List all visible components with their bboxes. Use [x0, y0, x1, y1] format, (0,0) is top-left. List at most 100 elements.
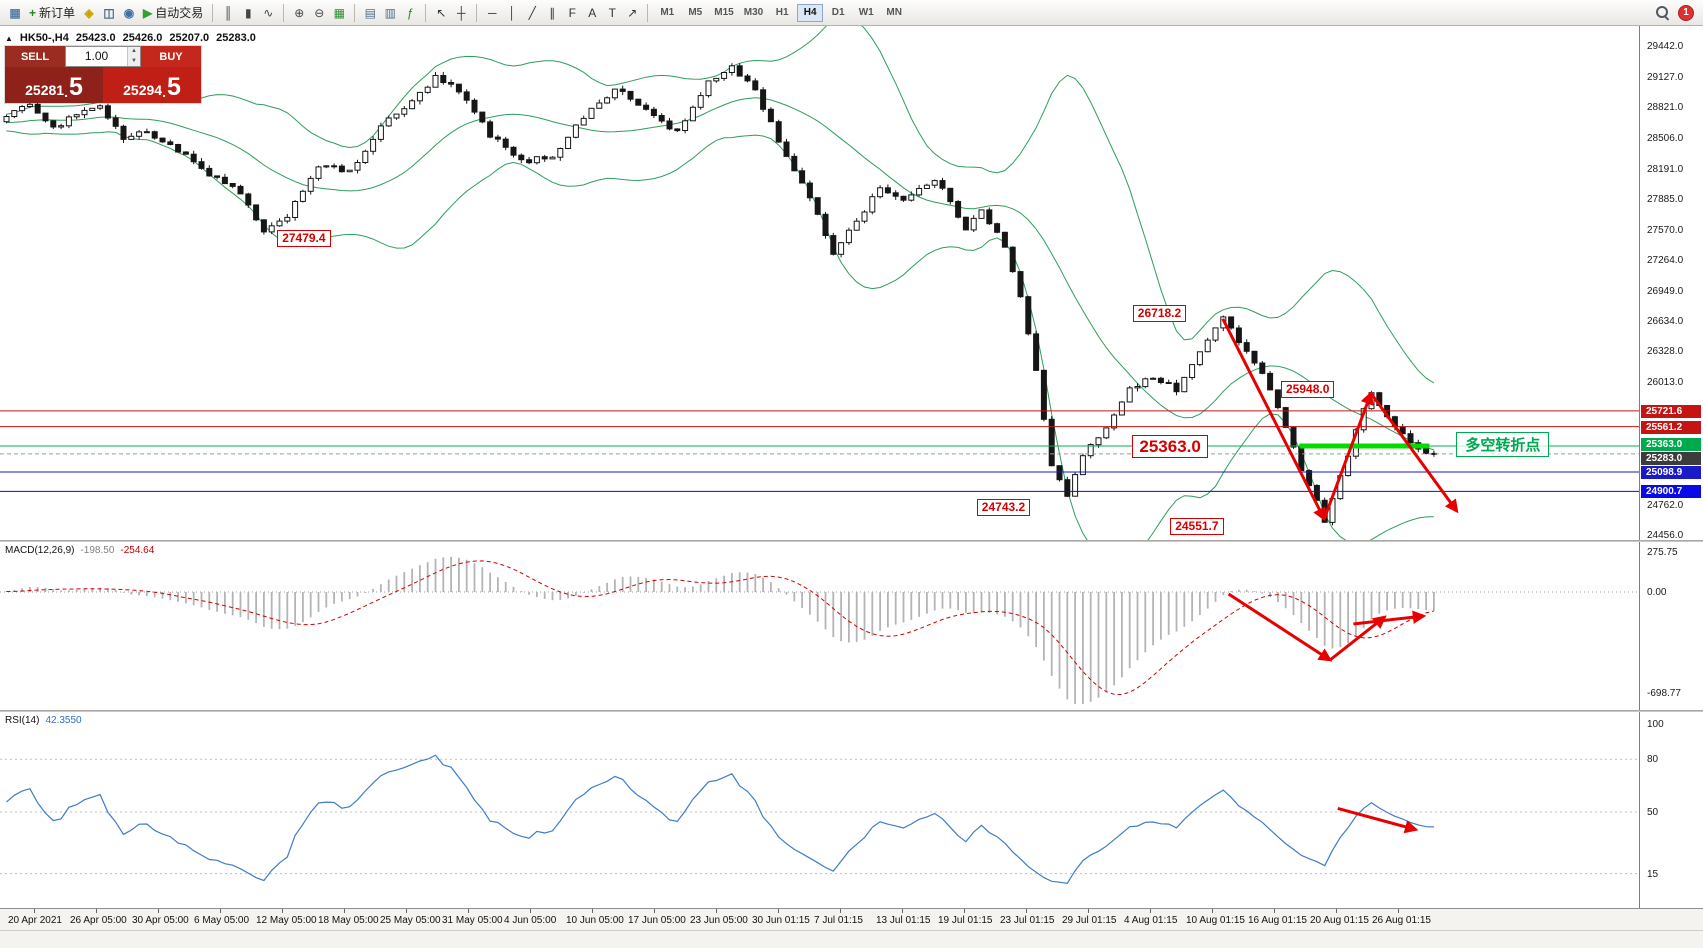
charts-icon: ▦ — [9, 5, 21, 20]
price-tag[interactable]: 25283.0 — [1641, 451, 1701, 465]
time-axis-tick — [468, 909, 469, 913]
ohlc-close: 25283.0 — [216, 32, 256, 44]
cursor-icon[interactable]: ↖ — [431, 3, 451, 23]
new-order-button[interactable]: + 新订单 — [25, 3, 79, 23]
tab-timeframe-m1[interactable]: M1 — [660, 7, 675, 18]
toolbar-separator — [283, 3, 285, 22]
candlestick-chart-icon: ▮ — [244, 5, 252, 20]
time-axis-tick — [592, 909, 593, 913]
time-axis-tick — [282, 909, 283, 913]
zoom-out-icon[interactable]: ⊖ — [309, 3, 329, 23]
indicators-icon[interactable]: ƒ — [400, 3, 420, 23]
volume-spinner[interactable]: ▲ ▼ — [127, 47, 140, 66]
panel-splitter-macd[interactable] — [0, 540, 1703, 542]
price-scale-tick: 29442.0 — [1647, 41, 1684, 52]
indicators-icon: ƒ — [406, 5, 414, 20]
price-scale[interactable]: 29442.0 29127.0 28821.0 28506.0 28191.0 27885… — [1639, 26, 1703, 540]
price-callout[interactable]: 25363.0 — [1132, 435, 1208, 459]
arrange-icon[interactable]: ▤ — [360, 3, 380, 23]
candlestick-chart-icon[interactable]: ▮ — [238, 3, 258, 23]
price-scale-tick: 27885.0 — [1647, 193, 1684, 205]
price-callout[interactable]: 27479.4 — [277, 230, 331, 248]
price-callout[interactable]: 24743.2 — [976, 498, 1031, 516]
tab-timeframe-w1[interactable]: W1 — [858, 7, 874, 18]
chart-workspace: ▲ HK50-,H4 25423.0 25426.0 25207.0 25283… — [0, 26, 1703, 948]
rsi-value: 42.3550 — [45, 715, 82, 726]
navigator-icon[interactable]: ◉ — [119, 3, 139, 23]
chart-ohlc-header: ▲ HK50-,H4 25423.0 25426.0 25207.0 25283… — [5, 32, 256, 44]
tab-timeframe-m15[interactable]: M15 — [714, 7, 734, 18]
timeframe-toolbar: M1 M5 M15 M30 H1 H4 D1 W1 MN — [653, 3, 908, 22]
market-watch-icon[interactable]: ◫ — [99, 3, 119, 23]
crosshair-icon[interactable]: ┼ — [451, 3, 471, 23]
price-callout[interactable]: 24551.7 — [1170, 517, 1224, 535]
tab-timeframe-h4[interactable]: H4 — [797, 3, 824, 22]
macd-scale-tick: 0.00 — [1647, 587, 1667, 598]
toolbar-separator — [647, 3, 649, 22]
bar-chart-icon: ║ — [224, 5, 233, 20]
zoom-in-icon[interactable]: ⊕ — [289, 3, 309, 23]
ask-quote[interactable]: 25294. 5 — [103, 67, 201, 103]
horizontal-line-icon[interactable]: ─ — [482, 3, 502, 23]
price-tag[interactable]: 25363.0 — [1641, 438, 1701, 452]
macd-scale[interactable]: 275.75 0.00 -698.77 — [1639, 542, 1703, 710]
tab-timeframe-mn[interactable]: MN — [886, 7, 902, 18]
price-callout[interactable]: 25948.0 — [1281, 380, 1335, 398]
arrange-icon: ▤ — [364, 5, 376, 20]
time-axis-label: 7 Jul 01:15 — [814, 915, 863, 926]
history-center-icon: ◈ — [84, 5, 94, 20]
search-icon[interactable] — [1655, 5, 1670, 20]
notification-badge[interactable]: 1 — [1678, 4, 1694, 21]
volume-value[interactable]: 1.00 — [84, 49, 109, 63]
rsi-scale[interactable]: 100 80 50 15 — [1639, 712, 1703, 908]
rsi-label: RSI(14) 42.3550 — [5, 715, 82, 726]
tab-timeframe-h1[interactable]: H1 — [775, 7, 789, 18]
volume-down-icon[interactable]: ▼ — [128, 56, 140, 66]
time-axis-tick — [96, 909, 97, 913]
text-icon[interactable]: A — [582, 3, 602, 23]
tab-timeframe-m30[interactable]: M30 — [743, 7, 764, 18]
price-scale-tick: 26949.0 — [1647, 285, 1684, 297]
bid-quote[interactable]: 25281. 5 — [5, 67, 103, 103]
trendline-icon[interactable]: ╱ — [522, 3, 542, 23]
tab-timeframe-d1[interactable]: D1 — [831, 7, 845, 18]
fibonacci-icon[interactable]: F — [562, 3, 582, 23]
price-tag[interactable]: 25721.6 — [1641, 404, 1701, 418]
price-tag[interactable]: 25098.9 — [1641, 465, 1701, 479]
channel-icon[interactable]: ∥ — [542, 3, 562, 23]
charts-icon[interactable]: ▦ — [5, 3, 25, 23]
buy-button[interactable]: BUY — [141, 46, 201, 67]
turning-point-note[interactable]: 多空转折点 — [1456, 431, 1550, 457]
label-icon[interactable]: T — [602, 3, 622, 23]
arrange-horizontal-icon[interactable]: ▥ — [380, 3, 400, 23]
rsi-canvas[interactable] — [0, 712, 1639, 908]
tile-windows-icon[interactable]: ▦ — [329, 3, 349, 23]
price-tag[interactable]: 25561.2 — [1641, 420, 1701, 434]
time-axis[interactable]: 20 Apr 2021 26 Apr 05:00 30 Apr 05:00 6 May… — [0, 908, 1703, 930]
time-axis-label: 10 Jun 05:00 — [566, 915, 624, 926]
panel-splitter-rsi[interactable] — [0, 710, 1703, 712]
time-axis-label: 4 Aug 01:15 — [1124, 915, 1178, 926]
tab-timeframe-m5[interactable]: M5 — [688, 7, 703, 18]
time-axis-tick — [1088, 909, 1089, 913]
price-callout[interactable]: 26718.2 — [1132, 305, 1187, 323]
arrows-icon[interactable]: ↗ — [622, 3, 642, 23]
volume-up-icon[interactable]: ▲ — [128, 47, 140, 57]
line-chart-icon[interactable]: ∿ — [258, 3, 278, 23]
bid-price-main: 25281 — [25, 82, 65, 98]
volume-field[interactable]: 1.00 ▲ ▼ — [65, 46, 141, 67]
sell-button[interactable]: SELL — [5, 46, 65, 67]
macd-canvas[interactable] — [0, 542, 1639, 710]
vertical-line-icon[interactable]: │ — [502, 3, 522, 23]
vertical-line-icon: │ — [508, 5, 517, 20]
time-axis-label: 23 Jun 05:00 — [690, 915, 748, 926]
ask-price-dot: . — [162, 84, 166, 100]
bar-chart-icon[interactable]: ║ — [218, 3, 238, 23]
autotrading-button[interactable]: ▶ 自动交易 — [139, 3, 207, 23]
price-scale-tick: 27264.0 — [1647, 254, 1684, 266]
time-axis-label: 16 Aug 01:15 — [1248, 915, 1307, 926]
history-center-icon[interactable]: ◈ — [79, 3, 99, 23]
price-tag[interactable]: 24900.7 — [1641, 485, 1701, 499]
price-chart-canvas[interactable] — [0, 26, 1639, 540]
